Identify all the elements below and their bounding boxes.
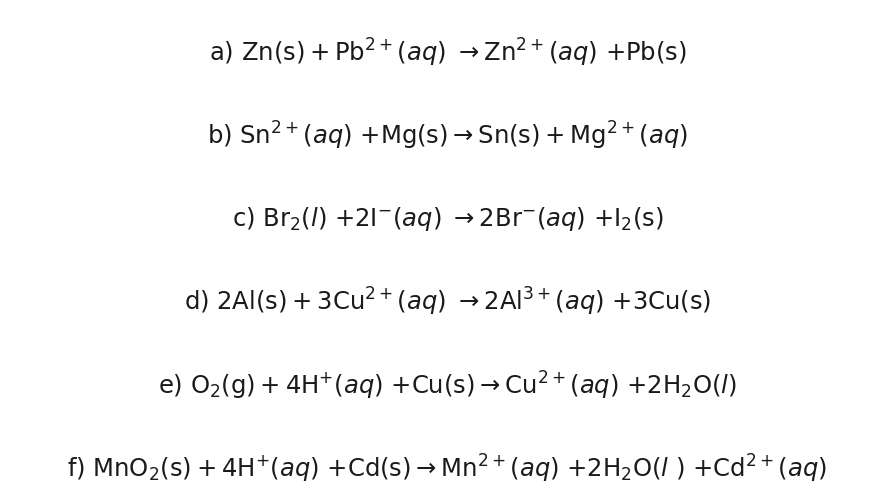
Text: c) $\mathrm{Br_2}$$(\mathit{l})$ $\mathrm{+ 2I^{-}}$$(\mathit{aq})$ $\mathrm{\ri: c) $\mathrm{Br_2}$$(\mathit{l})$ $\mathr… <box>232 205 662 233</box>
Text: a) $\mathrm{Zn(s) + Pb^{2+}}$$(\mathit{aq})$ $\mathrm{\rightarrow Zn^{2+}}$$(\ma: a) $\mathrm{Zn(s) + Pb^{2+}}$$(\mathit{a… <box>208 37 686 69</box>
Text: b) $\mathrm{Sn^{2+}}$$(\mathit{aq})$ $\mathrm{+ Mg(s) \rightarrow Sn(s) + Mg^{2+: b) $\mathrm{Sn^{2+}}$$(\mathit{aq})$ $\m… <box>207 120 687 152</box>
Text: d) $\mathrm{2Al(s) + 3Cu^{2+}}$$(\mathit{aq})$ $\mathrm{\rightarrow 2Al^{3+}}$$(: d) $\mathrm{2Al(s) + 3Cu^{2+}}$$(\mathit… <box>183 286 711 319</box>
Text: e) $\mathrm{O_2(g) + 4H^{+}}$$(\mathit{aq})$ $\mathrm{+ Cu(s) \rightarrow Cu^{2+: e) $\mathrm{O_2(g) + 4H^{+}}$$(\mathit{a… <box>158 369 736 402</box>
Text: f) $\mathrm{MnO_2(s) + 4H^{+}}$$(\mathit{aq})$ $\mathrm{+ Cd(s) \rightarrow Mn^{: f) $\mathrm{MnO_2(s) + 4H^{+}}$$(\mathit… <box>67 453 827 485</box>
